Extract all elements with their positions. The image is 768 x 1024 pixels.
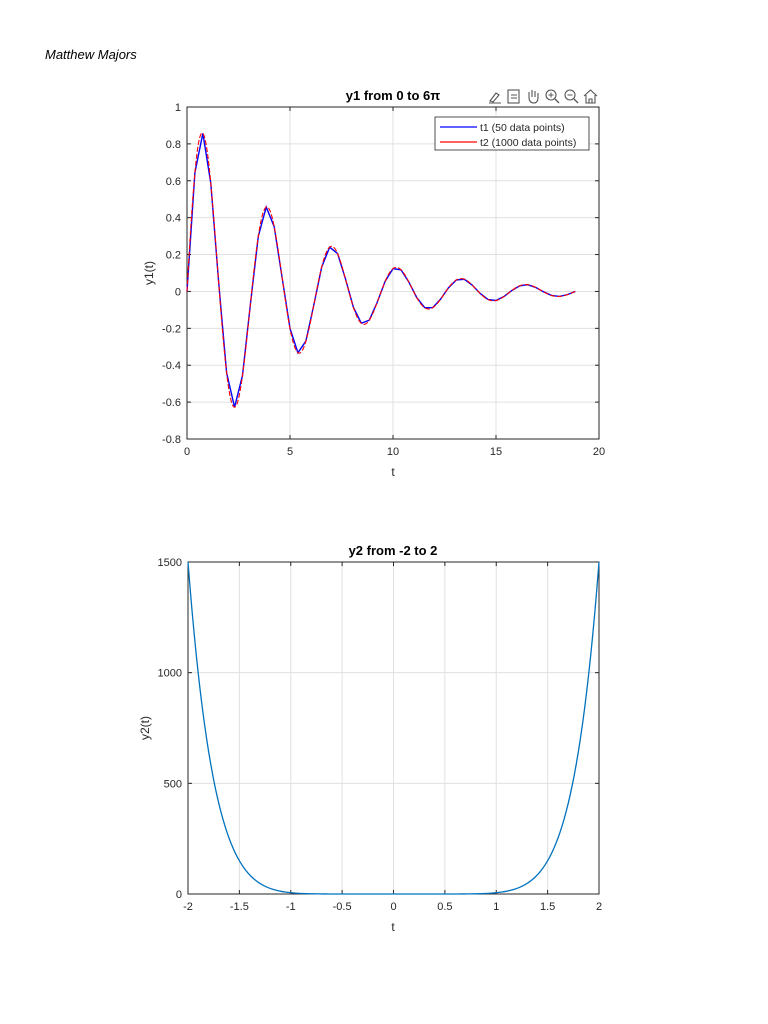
y-axis-label: y2(t) (138, 716, 152, 740)
y-tick-label: -0.2 (162, 323, 181, 335)
author-name: Matthew Majors (45, 47, 137, 62)
y-tick-label: 1 (175, 102, 181, 114)
home-icon[interactable] (583, 89, 598, 104)
zoom-in-icon[interactable] (545, 89, 560, 104)
y-tick-label: 0.8 (166, 139, 181, 151)
x-tick-label: -1.5 (230, 901, 249, 913)
data-tip-icon[interactable] (507, 89, 520, 104)
x-tick-label: 1.5 (540, 901, 555, 913)
grid-lines (187, 561, 600, 895)
x-tick-label: 0 (390, 901, 396, 913)
legend-box (434, 116, 590, 151)
x-axis-label: t (391, 465, 395, 479)
series-line-1 (187, 561, 600, 895)
x-tick-label: 10 (387, 446, 399, 458)
series-line-2 (186, 132, 576, 408)
x-tick-label: 1 (493, 901, 499, 913)
y-tick-label: 0 (176, 889, 182, 901)
x-tick-label: 2 (596, 901, 602, 913)
y-tick-label: 0 (175, 286, 181, 298)
tick-marks (187, 561, 600, 895)
y-tick-label: -0.4 (162, 360, 181, 372)
x-tick-label: -0.5 (333, 901, 352, 913)
legend-entry-series-2: t2 (1000 data points) (480, 137, 576, 149)
y-tick-label: 500 (164, 778, 182, 790)
chart-y1: 0 5 10 15 20 -0.8-0.6-0.4-0.200.20.40.60.81 … (142, 88, 605, 479)
brush-icon[interactable] (489, 92, 501, 104)
y-tick-label: 0.6 (166, 176, 181, 188)
zoom-out-icon[interactable] (564, 89, 579, 104)
x-axis-label: t (391, 920, 395, 934)
y-tick-labels: 0 500 1000 1500 (158, 557, 182, 901)
chart-title: y1 from 0 to 6π (346, 88, 441, 103)
x-tick-label: 5 (287, 446, 293, 458)
figure-toolbar (489, 89, 598, 104)
series-line-1 (186, 133, 576, 408)
series-lines (187, 561, 600, 895)
tick-marks (186, 106, 600, 440)
x-tick-label: 0.5 (437, 901, 452, 913)
chart-title: y2 from -2 to 2 (349, 543, 438, 558)
legend: t1 (50 data points) t2 (1000 data points… (434, 116, 590, 151)
y-tick-label: 1000 (158, 668, 182, 680)
y-tick-label: 0.4 (166, 213, 181, 225)
y-tick-label: 0.2 (166, 250, 181, 262)
x-tick-label: 20 (593, 446, 605, 458)
y-axis-label: y1(t) (142, 261, 156, 285)
x-tick-labels: 0 5 10 15 20 (184, 446, 605, 458)
x-tick-label: 15 (490, 446, 502, 458)
y-tick-labels: -0.8 -0.6 -0.4 -0.2 0 0.2 0.4 0.6 0.8 1 (162, 102, 181, 446)
series-lines (186, 132, 576, 408)
y-tick-label: 1500 (158, 557, 182, 569)
x-tick-label: -2 (183, 901, 193, 913)
y-tick-label: -0.6 (162, 397, 181, 409)
x-tick-label: 0 (184, 446, 190, 458)
grid-lines (186, 106, 600, 440)
x-tick-label: -1 (286, 901, 296, 913)
legend-entry-series-1: t1 (50 data points) (480, 122, 565, 134)
axes-box (187, 561, 600, 895)
x-tick-labels: -2 -1.5 -1 -0.5 0 0.5 1 1.5 2 (183, 901, 602, 913)
y-tick-label: -0.8 (162, 434, 181, 446)
pan-hand-icon[interactable] (528, 90, 539, 104)
